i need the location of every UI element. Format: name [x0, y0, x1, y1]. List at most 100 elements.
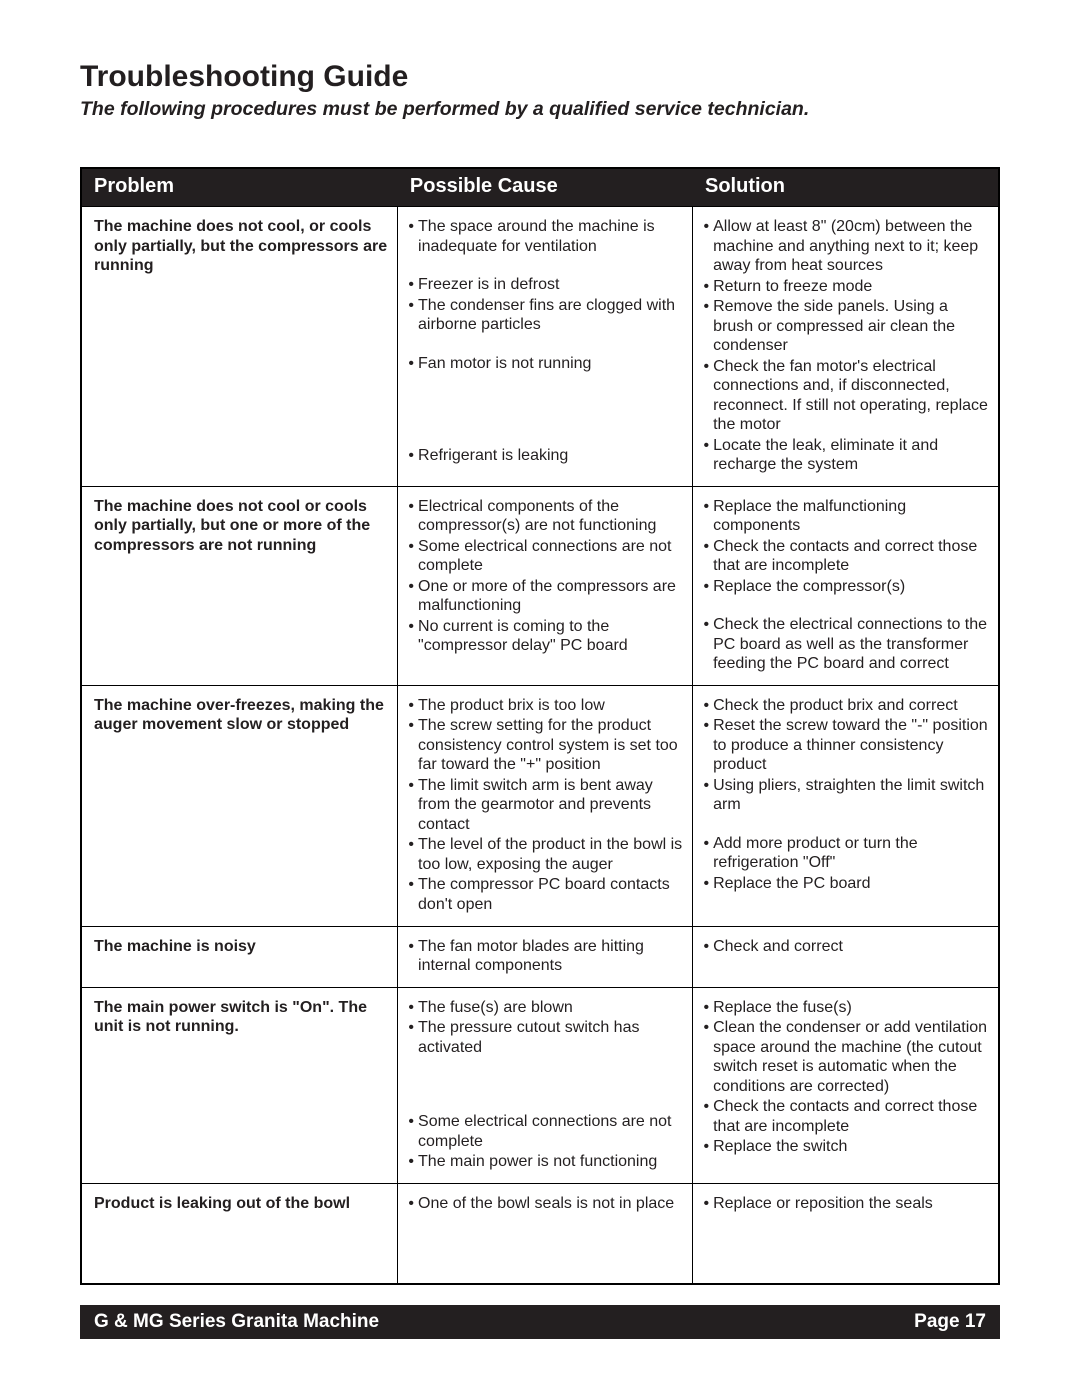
list-item: •Replace the malfunctioning components [703, 497, 988, 536]
bullet-text: Electrical components of the compressor(… [418, 497, 682, 536]
list-item: •Check the contacts and correct those th… [703, 537, 988, 576]
bullet-text: Replace or reposition the seals [713, 1194, 988, 1214]
list-item: •Allow at least 8" (20cm) between the ma… [703, 217, 988, 276]
bullet-text: Check the electrical connections to the … [713, 615, 988, 674]
list-item: •Replace the PC board [703, 874, 988, 894]
bullet-text: Replace the fuse(s) [713, 998, 988, 1018]
page-title: Troubleshooting Guide [80, 60, 1000, 94]
bullet-dot: • [408, 716, 414, 736]
list-item: •One or more of the compressors are malf… [408, 577, 682, 616]
bullet-dot: • [408, 497, 414, 517]
bullet-text: The space around the machine is inadequa… [418, 217, 682, 256]
bullet-dot: • [703, 497, 709, 517]
list-item: •Some electrical connections are not com… [408, 537, 682, 576]
list-item: •Clean the condenser or add ventilation … [703, 1018, 988, 1096]
troubleshooting-table: Problem Possible Cause Solution The mach… [80, 167, 1000, 1285]
bullet-dot: • [703, 1137, 709, 1157]
cell-solution: •Replace or reposition the seals [693, 1183, 999, 1284]
bullet-dot: • [703, 716, 709, 736]
cell-problem: The main power switch is "On". The unit … [81, 987, 398, 1183]
bullet-dot: • [408, 696, 414, 716]
bullet-dot: • [703, 277, 709, 297]
bullet-text: Reset the screw toward the "-" position … [713, 716, 988, 775]
list-item: •Using pliers, straighten the limit swit… [703, 776, 988, 815]
bullet-dot: • [703, 537, 709, 557]
cell-cause: •Electrical components of the compressor… [398, 486, 693, 685]
header-problem: Problem [81, 168, 398, 207]
list-item: •Reset the screw toward the "-" position… [703, 716, 988, 775]
bullet-dot: • [408, 446, 414, 466]
bullet-text: The main power is not functioning [418, 1152, 682, 1172]
bullet-text: Replace the PC board [713, 874, 988, 894]
bullet-text: Clean the condenser or add ventilation s… [713, 1018, 988, 1096]
bullet-dot: • [408, 835, 414, 855]
list-item: •Check and correct [703, 937, 988, 957]
cell-solution: •Replace the malfunctioning components•C… [693, 486, 999, 685]
bullet-dot: • [408, 776, 414, 796]
bullet-text: The level of the product in the bowl is … [418, 835, 682, 874]
bullet-text: The screw setting for the product consis… [418, 716, 682, 775]
list-item: •Some electrical connections are not com… [408, 1112, 682, 1151]
table-row: Product is leaking out of the bowl •One o… [81, 1183, 999, 1284]
list-item: •The limit switch arm is bent away from … [408, 776, 682, 835]
cell-cause: •The fuse(s) are blown•The pressure cuto… [398, 987, 693, 1183]
list-item: •Refrigerant is leaking [408, 446, 682, 466]
list-item: •Check the product brix and correct [703, 696, 988, 716]
cell-problem: Product is leaking out of the bowl [81, 1183, 398, 1284]
bullet-dot: • [408, 1018, 414, 1038]
cell-problem: The machine over-freezes, making the aug… [81, 685, 398, 926]
list-item: •Add more product or turn the refrigerat… [703, 834, 988, 873]
header-cause: Possible Cause [398, 168, 693, 207]
bullet-text: The compressor PC board contacts don't o… [418, 875, 682, 914]
list-item: •Remove the side panels. Using a brush o… [703, 297, 988, 356]
list-item: •The product brix is too low [408, 696, 682, 716]
list-item: •The main power is not functioning [408, 1152, 682, 1172]
bullet-text: Locate the leak, eliminate it and rechar… [713, 436, 988, 475]
cell-solution: •Check and correct [693, 926, 999, 987]
list-item: •One of the bowl seals is not in place [408, 1194, 682, 1214]
bullet-text: Using pliers, straighten the limit switc… [713, 776, 988, 815]
bullet-text: Allow at least 8" (20cm) between the mac… [713, 217, 988, 276]
bullet-text: Replace the switch [713, 1137, 988, 1157]
list-item: •The pressure cutout switch has activate… [408, 1018, 682, 1057]
bullet-dot: • [408, 296, 414, 316]
list-item: •The fan motor blades are hitting intern… [408, 937, 682, 976]
cell-cause: •One of the bowl seals is not in place [398, 1183, 693, 1284]
footer-right: Page 17 [914, 1311, 986, 1333]
list-item: •The compressor PC board contacts don't … [408, 875, 682, 914]
page-footer: G & MG Series Granita Machine Page 17 [80, 1305, 1000, 1339]
bullet-text: Some electrical connections are not comp… [418, 1112, 682, 1151]
bullet-dot: • [408, 998, 414, 1018]
bullet-dot: • [408, 275, 414, 295]
bullet-text: Replace the compressor(s) [713, 577, 988, 597]
list-item: •Check the contacts and correct those th… [703, 1097, 988, 1136]
table-row: The main power switch is "On". The unit … [81, 987, 999, 1183]
bullet-dot: • [703, 577, 709, 597]
cell-cause: •The fan motor blades are hitting intern… [398, 926, 693, 987]
list-item: •Replace the fuse(s) [703, 998, 988, 1018]
bullet-dot: • [703, 696, 709, 716]
bullet-dot: • [703, 1097, 709, 1117]
list-item: •The level of the product in the bowl is… [408, 835, 682, 874]
bullet-dot: • [408, 875, 414, 895]
bullet-dot: • [703, 1018, 709, 1038]
page-subtitle: The following procedures must be perform… [80, 98, 1000, 121]
list-item: •Check the fan motor's electrical connec… [703, 357, 988, 435]
cell-solution: •Replace the fuse(s)•Clean the condenser… [693, 987, 999, 1183]
bullet-dot: • [703, 998, 709, 1018]
cell-problem: The machine does not cool or cools only … [81, 486, 398, 685]
bullet-text: One of the bowl seals is not in place [418, 1194, 682, 1214]
bullet-text: Remove the side panels. Using a brush or… [713, 297, 988, 356]
bullet-text: Check the fan motor's electrical connect… [713, 357, 988, 435]
table-row: The machine does not cool, or cools only… [81, 207, 999, 487]
cell-cause: •The space around the machine is inadequ… [398, 207, 693, 487]
bullet-text: Fan motor is not running [418, 354, 682, 374]
bullet-text: Check the contacts and correct those tha… [713, 1097, 988, 1136]
bullet-text: No current is coming to the "compressor … [418, 617, 682, 656]
bullet-dot: • [408, 217, 414, 237]
bullet-dot: • [703, 615, 709, 635]
bullet-dot: • [703, 834, 709, 854]
bullet-dot: • [703, 357, 709, 377]
bullet-text: Check and correct [713, 937, 988, 957]
bullet-text: The fan motor blades are hitting interna… [418, 937, 682, 976]
